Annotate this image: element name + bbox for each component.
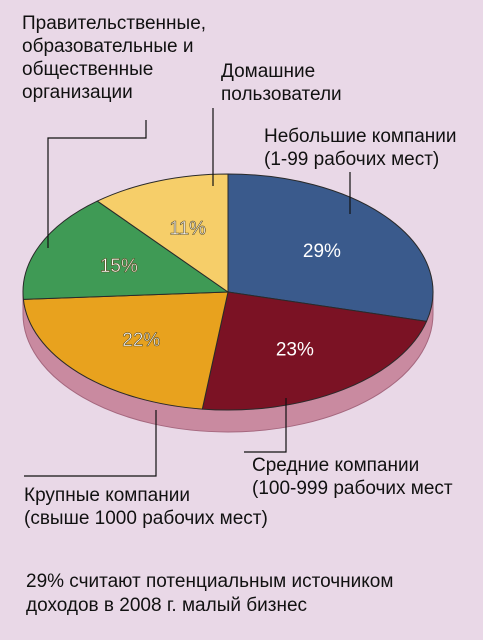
label-large: Крупные компании (свыше 1000 рабочих мес… xyxy=(24,484,268,530)
value-label-gov: 15% xyxy=(100,256,138,277)
label-medium: Средние компании (100-999 рабочих мест xyxy=(252,454,453,500)
caption: 29% считают потенциальным источником дох… xyxy=(26,570,393,618)
label-small: Небольшие компании (1-99 рабочих мест) xyxy=(264,125,457,171)
value-label-medium: 23% xyxy=(276,340,314,361)
label-gov: Правительственные, образовательные и общ… xyxy=(22,12,206,104)
pie-top-layer xyxy=(23,174,433,410)
value-label-large: 22% xyxy=(122,330,160,351)
label-home: Домашние пользователи xyxy=(221,60,342,106)
value-label-home: 11% xyxy=(169,219,206,240)
value-label-small: 29% xyxy=(303,241,341,262)
